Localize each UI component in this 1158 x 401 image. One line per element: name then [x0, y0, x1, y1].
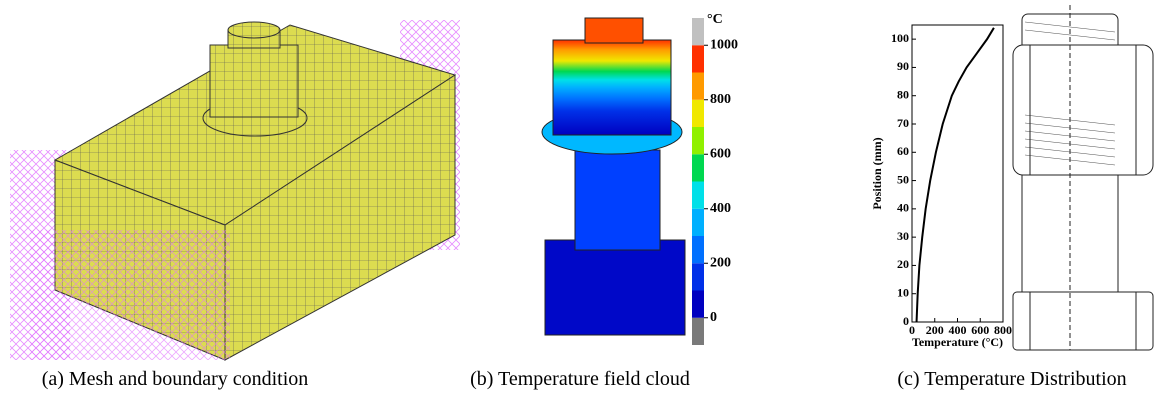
- y-tick-label: 30: [897, 229, 909, 243]
- colorbar-band: [692, 318, 704, 345]
- y-tick-label: 50: [897, 172, 909, 186]
- caption: (c) Temperature Distribution: [897, 368, 1126, 390]
- colorbar-label: 600: [710, 146, 731, 161]
- y-tick-label: 100: [891, 31, 909, 45]
- y-tick-label: 0: [903, 314, 909, 328]
- y-tick-label: 90: [897, 59, 909, 73]
- y-tick-label: 10: [897, 285, 909, 299]
- colorbar-band: [692, 236, 704, 263]
- colorbar-band: [692, 73, 704, 100]
- colorbar-band: [692, 182, 704, 209]
- colorbar-band: [692, 100, 704, 127]
- y-tick-label: 20: [897, 257, 909, 271]
- colorbar-unit: °C: [707, 12, 723, 27]
- colorbar-band: [692, 263, 704, 290]
- temperature-model: [542, 18, 685, 335]
- y-tick-label: 60: [897, 144, 909, 158]
- colorbar-band: [692, 45, 704, 72]
- colorbar-band: [692, 291, 704, 318]
- caption: (b) Temperature field cloud: [470, 368, 690, 390]
- data-line: [917, 28, 994, 322]
- colorbar-label: 1000: [710, 37, 738, 52]
- colorbar-band: [692, 18, 704, 45]
- colorbar-label: 0: [710, 310, 717, 325]
- y-tick-label: 40: [897, 201, 909, 215]
- y-tick-label: 80: [897, 87, 909, 101]
- figure: °C 0 200 400 600 800 1000 0 200 400 600 800 0 10 20 3…: [0, 0, 1158, 401]
- colorbar-label: 800: [710, 92, 731, 107]
- colorbar-label: 400: [710, 201, 731, 216]
- caption: (a) Mesh and boundary condition: [42, 368, 309, 390]
- colorbar: °C 0 200 400 600 800 1000: [692, 12, 738, 345]
- colorbar-label: 200: [710, 255, 731, 270]
- colorbar-band: [692, 154, 704, 181]
- x-axis-label: Temperature (°C): [912, 335, 1003, 349]
- colorbar-band: [692, 209, 704, 236]
- bolt-schematic: [1013, 5, 1153, 350]
- y-tick-label: 70: [897, 116, 909, 130]
- mesh-model: [10, 20, 460, 360]
- colorbar-band: [692, 127, 704, 154]
- y-axis-label: Position (mm): [870, 137, 884, 209]
- plot-frame: [912, 25, 1003, 322]
